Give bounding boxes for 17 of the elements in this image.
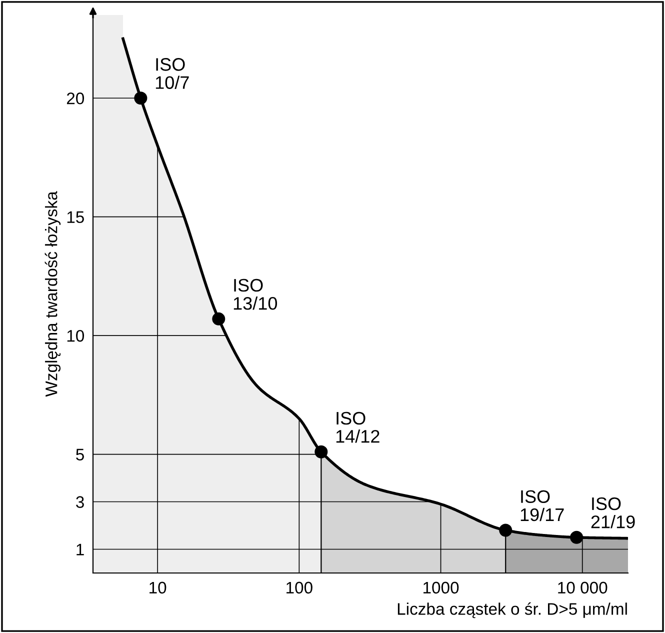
y-tick-label: 10 bbox=[67, 330, 84, 342]
annotation: ISO 13/10 bbox=[234, 278, 278, 310]
x-tick-label: 1000 bbox=[424, 582, 459, 594]
y-axis-title: Względna twardość łożyska bbox=[44, 191, 61, 397]
annotation: ISO 19/17 bbox=[520, 490, 564, 522]
y-tick-label: 20 bbox=[66, 92, 84, 104]
annotation: ISO 21/19 bbox=[591, 497, 635, 528]
annotation: ISO 14/12 bbox=[336, 412, 380, 443]
annotation: ISO 10/7 bbox=[156, 58, 189, 89]
x-tick-label: 10 000 bbox=[558, 582, 608, 594]
y-tick-label: 15 bbox=[67, 211, 84, 224]
y-tick-label: 1 bbox=[76, 544, 84, 556]
x-tick-label: 10 bbox=[150, 582, 166, 594]
y-tick-label: 5 bbox=[76, 448, 84, 460]
y-tick-label: 3 bbox=[76, 496, 84, 508]
x-axis-title: Liczba cząstek o śr. D>5 μm/ml bbox=[398, 602, 627, 618]
x-tick-label: 100 bbox=[286, 582, 312, 594]
